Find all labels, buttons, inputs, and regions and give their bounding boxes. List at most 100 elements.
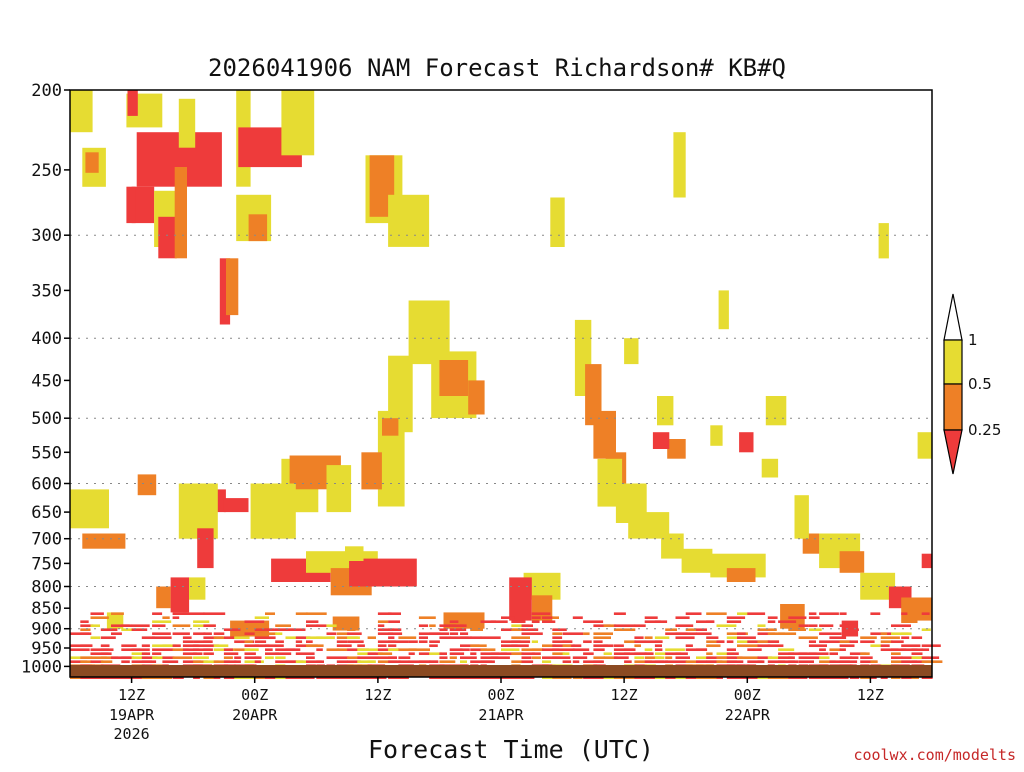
ri-stripe-215 xyxy=(336,640,347,643)
ri-stripe-24 xyxy=(162,616,170,619)
xtick-label-66: 00Z xyxy=(734,686,761,704)
ri-stripe-293 xyxy=(901,644,921,647)
ri-stripe-360 xyxy=(265,652,279,655)
ri-stripe-161 xyxy=(880,632,888,635)
ri-stripe-32 xyxy=(572,616,583,619)
ri-stripe-492 xyxy=(429,660,439,663)
ri-stripe-184 xyxy=(418,636,428,639)
ri-stripe-53 xyxy=(644,620,661,623)
ytick-label-400: 400 xyxy=(31,329,62,349)
ri-stripe-66 xyxy=(131,624,150,627)
ri-stripe-86 xyxy=(613,624,636,627)
ri-stripe-272 xyxy=(470,644,487,647)
ri-stripe-353 xyxy=(141,652,151,655)
ri-stripe-496 xyxy=(480,660,495,663)
ri-patch-56 xyxy=(681,548,713,573)
ri-stripe-303 xyxy=(193,648,211,651)
ri-stripe-182 xyxy=(388,636,395,639)
ri-patch-39 xyxy=(197,528,214,569)
ri-stripe-206 xyxy=(182,640,194,643)
ri-patch-18 xyxy=(226,258,239,316)
ri-stripe-158 xyxy=(778,632,797,635)
ri-stripe-118 xyxy=(665,628,677,631)
ri-stripe-125 xyxy=(921,628,931,631)
ri-stripe-285 xyxy=(706,644,721,647)
ri-stripe-165 xyxy=(100,636,116,639)
ri-stripe-429 xyxy=(480,656,499,659)
ri-stripe-518 xyxy=(788,660,795,663)
chart-title: 2026041906 NAM Forecast Richardson# KB#Q xyxy=(208,54,786,82)
ri-stripe-62 xyxy=(80,624,94,627)
ri-stripe-396 xyxy=(829,652,838,655)
ri-stripe-225 xyxy=(552,640,572,643)
ri-stripe-72 xyxy=(306,624,319,627)
ri-stripe-380 xyxy=(583,652,594,655)
ri-stripe-102 xyxy=(254,628,274,631)
ri-stripe-130 xyxy=(172,632,190,635)
ri-stripe-81 xyxy=(460,624,467,627)
ri-stripe-507 xyxy=(654,660,668,663)
ri-patch-86 xyxy=(137,474,157,496)
ri-stripe-299 xyxy=(131,648,150,651)
ri-stripe-312 xyxy=(316,648,323,651)
ri-stripe-178 xyxy=(326,636,335,639)
ri-stripe-474 xyxy=(223,660,237,663)
ri-stripe-460 xyxy=(911,656,930,659)
ri-stripe-51 xyxy=(542,620,556,623)
ri-stripe-422 xyxy=(357,656,379,659)
ri-stripe-203 xyxy=(880,636,900,639)
ri-stripe-175 xyxy=(295,636,311,639)
ri-stripe-105 xyxy=(285,628,306,631)
ri-patch-37 xyxy=(82,533,126,549)
ri-stripe-18 xyxy=(819,612,839,615)
ri-stripe-111 xyxy=(460,628,467,631)
ri-stripe-231 xyxy=(644,640,663,643)
ri-patch-71 xyxy=(921,553,932,569)
ri-stripe-19 xyxy=(839,612,847,615)
ri-stripe-448 xyxy=(737,656,759,659)
ri-stripe-489 xyxy=(398,660,410,663)
ri-stripe-124 xyxy=(849,628,859,631)
ri-stripe-278 xyxy=(572,644,582,647)
ri-stripe-522 xyxy=(839,660,858,663)
ri-stripe-298 xyxy=(121,648,141,651)
ri-stripe-219 xyxy=(408,640,418,643)
ri-stripe-16 xyxy=(747,612,766,615)
ri-stripe-524 xyxy=(870,660,878,663)
ri-stripe-157 xyxy=(767,632,785,635)
ri-stripe-205 xyxy=(911,636,923,639)
ri-stripe-199 xyxy=(737,636,756,639)
ri-stripe-30 xyxy=(542,616,554,619)
ri-stripe-170 xyxy=(213,636,225,639)
ri-stripe-423 xyxy=(377,656,397,659)
ri-patch-76 xyxy=(878,223,889,259)
ytick-label-1000: 1000 xyxy=(21,657,62,677)
ri-stripe-447 xyxy=(726,656,743,659)
ri-stripe-389 xyxy=(706,652,713,655)
ri-patch-68 xyxy=(901,597,932,621)
ri-stripe-452 xyxy=(788,656,795,659)
ri-patch-32 xyxy=(326,465,352,513)
ri-stripe-493 xyxy=(439,660,456,663)
ri-stripe-153 xyxy=(696,632,712,635)
ri-stripe-488 xyxy=(388,660,401,663)
ri-stripe-7 xyxy=(295,612,308,615)
ri-stripe-282 xyxy=(634,644,641,647)
ri-stripe-262 xyxy=(265,644,276,647)
ri-stripe-93 xyxy=(819,624,834,627)
ri-stripe-17 xyxy=(808,612,817,615)
ri-stripe-385 xyxy=(644,652,654,655)
ri-stripe-218 xyxy=(388,640,409,643)
ri-stripe-286 xyxy=(737,644,759,647)
ri-stripe-233 xyxy=(706,640,724,643)
ri-stripe-331 xyxy=(593,648,605,651)
ri-stripe-457 xyxy=(860,656,873,659)
credit-link[interactable]: coolwx.com/modelts xyxy=(853,746,1016,764)
ytick-label-250: 250 xyxy=(31,161,62,181)
ri-stripe-183 xyxy=(398,636,417,639)
ri-stripe-257 xyxy=(193,644,204,647)
ri-stripe-83 xyxy=(521,624,533,627)
ri-stripe-174 xyxy=(285,636,304,639)
ri-stripe-67 xyxy=(152,624,166,627)
ri-stripe-430 xyxy=(490,656,510,659)
